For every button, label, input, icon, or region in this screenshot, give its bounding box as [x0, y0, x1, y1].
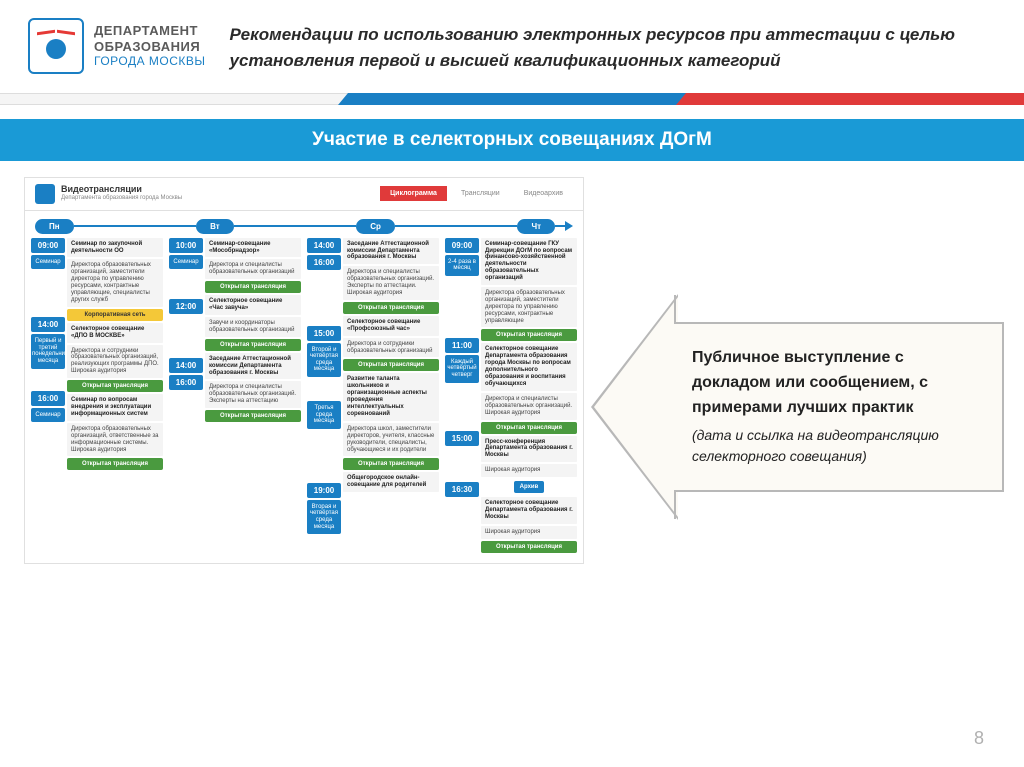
time-badge: 09:00	[445, 238, 479, 253]
badge-green: Открытая трансляция	[481, 422, 577, 434]
event-desc: Директора и специалисты образовательных …	[205, 381, 301, 408]
time-badge: 19:00	[307, 483, 341, 498]
logo-text: ДЕПАРТАМЕНТ ОБРАЗОВАНИЯ ГОРОДА МОСКВЫ	[94, 23, 206, 69]
event: Заседание Аттестационной комиссии Департ…	[205, 353, 301, 380]
archive-btn[interactable]: Архив	[514, 481, 545, 493]
tab-archive[interactable]: Видеоархив	[514, 186, 573, 201]
event-desc: Директора и специалисты образовательных …	[343, 266, 439, 300]
logo-line2: ОБРАЗОВАНИЯ	[94, 39, 206, 55]
logo-city: ГОРОДА МОСКВЫ	[94, 54, 206, 68]
event-desc: Широкая аудитория	[481, 526, 577, 539]
badge-yellow: Корпоративная сеть	[67, 309, 163, 321]
tab-broadcasts[interactable]: Трансляции	[451, 186, 510, 201]
time-badge: 12:00	[169, 299, 203, 314]
time-badge: 16:00	[169, 375, 203, 390]
badge-green: Открытая трансляция	[481, 329, 577, 341]
schedule-tabs: Циклограмма Трансляции Видеоархив	[380, 186, 573, 201]
time-badge: 10:00	[169, 238, 203, 253]
day-thu: Чт	[517, 219, 555, 234]
event: Семинар по закупочной деятельности ОО	[67, 238, 163, 258]
content: Видеотрансляции Департамента образования…	[0, 161, 1024, 564]
event-desc: Директора образовательных организаций, з…	[67, 259, 163, 306]
badge-green: Открытая трансляция	[343, 302, 439, 314]
badge-green: Открытая трансляция	[343, 359, 439, 371]
event: Семинар-совещание «Мособрнадзор»	[205, 238, 301, 258]
event-desc: Директора и специалисты образовательных …	[481, 393, 577, 420]
side-label: Третья среда месяца	[307, 401, 341, 429]
col-wed: 14:00 16:00 15:00 Второй и четвёртая сре…	[307, 238, 439, 553]
side-label: Семинар	[169, 255, 203, 270]
logo-icon	[28, 18, 84, 74]
event: Заседание Аттестационной комиссии Департ…	[343, 238, 439, 265]
day-wed: Ср	[356, 219, 395, 234]
event-desc: Директора и специалисты образовательных …	[205, 259, 301, 279]
mini-logo-icon	[35, 184, 55, 204]
badge-green: Открытая трансляция	[67, 458, 163, 470]
time-badge: 09:00	[31, 238, 65, 253]
col-tue: 10:00 Семинар 12:00 14:00 16:00 Семинар-…	[169, 238, 301, 553]
callout-arrow: Публичное выступление с докладом или соо…	[594, 297, 1004, 517]
schedule-brand: Видеотрансляции	[61, 184, 142, 194]
col-thu: 09:00 2-4 раза в месяц 11:00 Каждый четв…	[445, 238, 577, 553]
event-desc: Директора школ, заместители директоров, …	[343, 423, 439, 457]
event-desc: Директора образовательных организаций, о…	[67, 423, 163, 457]
flag-stripe	[0, 93, 1024, 105]
callout-italic: (дата и ссылка на видеотрансляцию селект…	[692, 425, 984, 467]
badge-green: Открытая трансляция	[205, 281, 301, 293]
schedule-brand-sub: Департамента образования города Москвы	[61, 195, 182, 202]
schedule-header: Видеотрансляции Департамента образования…	[25, 178, 583, 211]
day-mon: Пн	[35, 219, 74, 234]
side-label: 2-4 раза в месяц	[445, 255, 479, 276]
tab-cyclogram[interactable]: Циклограмма	[380, 186, 447, 201]
event-desc: Директора и сотрудники образовательных о…	[343, 338, 439, 358]
badge-green: Открытая трансляция	[481, 541, 577, 553]
event: Селекторное совещание «Час завуча»	[205, 295, 301, 315]
callout-bold: Публичное выступление с докладом или соо…	[692, 346, 984, 420]
timeline: Пн Вт Ср Чт	[25, 211, 583, 238]
page-title: Рекомендации по использованию электронны…	[230, 18, 996, 75]
badge-green: Открытая трансляция	[205, 410, 301, 422]
event: Селекторное совещание Департамента образ…	[481, 343, 577, 390]
side-label: Семинар	[31, 408, 65, 423]
time-badge: 16:00	[31, 391, 65, 406]
badge-green: Открытая трансляция	[343, 458, 439, 470]
page-number: 8	[974, 728, 984, 749]
time-badge: 14:00	[307, 238, 341, 253]
schedule-columns: 09:00 Семинар 14:00 Первый и третий поне…	[25, 238, 583, 563]
time-badge: 14:00	[31, 317, 65, 332]
side-label: Первый и третий понедельник месяца	[31, 334, 65, 368]
badge-green: Открытая трансляция	[205, 339, 301, 351]
time-badge: 15:00	[307, 326, 341, 341]
event-desc: Директора и сотрудники образовательных о…	[67, 345, 163, 379]
day-tue: Вт	[196, 219, 234, 234]
time-badge: 14:00	[169, 358, 203, 373]
event: Семинар по вопросам внедрения и эксплуат…	[67, 394, 163, 421]
event-desc: Директора образовательных организаций, з…	[481, 287, 577, 327]
event: Развитие таланта школьников и организаци…	[343, 373, 439, 420]
event: Пресс-конференция Департамента образован…	[481, 436, 577, 463]
logo-line1: ДЕПАРТАМЕНТ	[94, 23, 206, 39]
time-badge: 16:30	[445, 482, 479, 497]
event-desc: Завучи и координаторы образовательных ор…	[205, 317, 301, 337]
event: Семинар-совещание ГКУ Дирекции ДОгМ по в…	[481, 238, 577, 285]
side-label: Семинар	[31, 255, 65, 270]
header: ДЕПАРТАМЕНТ ОБРАЗОВАНИЯ ГОРОДА МОСКВЫ Ре…	[0, 0, 1024, 75]
event: Селекторное совещание «ДПО В МОСКВЕ»	[67, 323, 163, 343]
col-mon: 09:00 Семинар 14:00 Первый и третий поне…	[31, 238, 163, 553]
event-desc: Широкая аудитория	[481, 464, 577, 477]
schedule-screenshot: Видеотрансляции Департамента образования…	[24, 177, 584, 564]
time-badge: 16:00	[307, 255, 341, 270]
side-label: Каждый четвёртый четверг	[445, 355, 479, 383]
logo-block: ДЕПАРТАМЕНТ ОБРАЗОВАНИЯ ГОРОДА МОСКВЫ	[28, 18, 206, 74]
subtitle-bar: Участие в селекторных совещаниях ДОгМ	[0, 119, 1024, 161]
time-badge: 11:00	[445, 338, 479, 353]
event: Селекторное совещание Департамента образ…	[481, 497, 577, 524]
event: Общегородское онлайн-совещание для родит…	[343, 472, 439, 492]
side-label: Второй и четвёртая среда месяца	[307, 343, 341, 377]
event: Селекторное совещание «Профсоюзный час»	[343, 316, 439, 336]
badge-green: Открытая трансляция	[67, 380, 163, 392]
time-badge: 15:00	[445, 431, 479, 446]
side-label: Вторая и четвёртая среда месяца	[307, 500, 341, 534]
